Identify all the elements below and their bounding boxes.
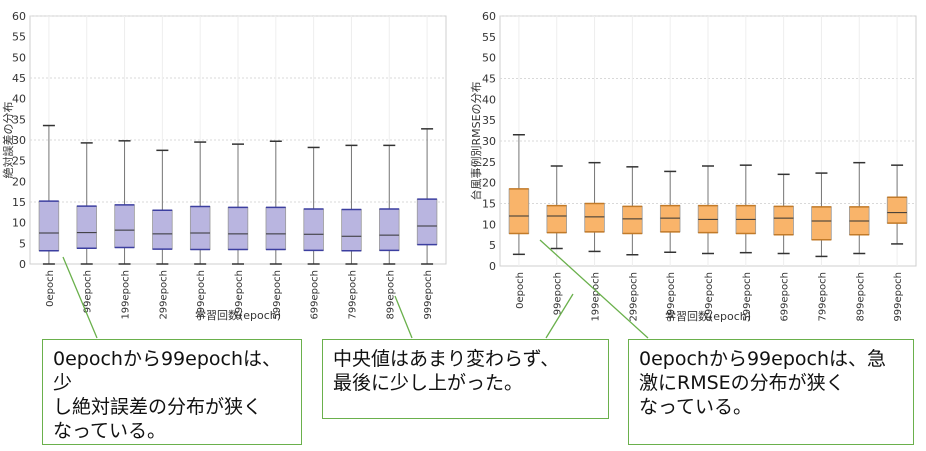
pointer-line-4 (539, 239, 649, 339)
x-tick-label: 599epoch (272, 270, 283, 320)
y-tick-label: 20 (482, 177, 496, 190)
x-tick-label: 299epoch (628, 272, 639, 322)
y-tick-label: 60 (482, 10, 496, 23)
x-axis-label: 学習回数(epoch) (665, 309, 751, 323)
x-tick-label: 299epoch (158, 270, 169, 320)
y-tick-label: 45 (482, 73, 496, 86)
y-tick-label: 5 (489, 239, 496, 252)
x-tick-label: 0epoch (45, 270, 56, 307)
y-tick-label: 30 (12, 134, 26, 147)
x-tick-label: 799epoch (817, 272, 828, 322)
x-tick-label: 999epoch (423, 270, 434, 320)
x-tick-label: 0epoch (515, 272, 526, 309)
x-tick-label: 599epoch (742, 272, 753, 322)
y-tick-label: 35 (12, 113, 26, 126)
x-axis-label: 学習回数(epoch) (195, 308, 281, 322)
callout-middle: 中央値はあまり変わらず、 最後に少し上がった。 (322, 339, 609, 419)
x-tick-label: 199epoch (121, 270, 132, 320)
y-tick-label: 40 (12, 93, 26, 106)
x-tick-label: 499epoch (234, 270, 245, 320)
y-tick-label: 55 (12, 31, 26, 44)
y-tick-label: 25 (482, 156, 496, 169)
y-tick-label: 5 (19, 237, 26, 250)
x-tick-label: 699epoch (310, 270, 321, 320)
y-tick-label: 45 (12, 72, 26, 85)
x-tick-label: 799epoch (347, 270, 358, 320)
y-tick-label: 10 (12, 217, 26, 230)
x-tick-label: 399epoch (196, 270, 207, 320)
x-tick-label: 899epoch (385, 270, 396, 320)
y-tick-label: 0 (19, 258, 26, 271)
y-tick-label: 55 (482, 31, 496, 44)
pointer-line-1 (62, 256, 98, 339)
y-tick-label: 15 (482, 198, 496, 211)
x-tick-label: 499epoch (704, 272, 715, 322)
y-tick-label: 40 (482, 93, 496, 106)
y-tick-label: 0 (489, 260, 496, 273)
x-tick-label: 699epoch (780, 272, 791, 322)
callout-right: 0epochから99epochは、急 激にRMSEの分布が狭く なっている。 (628, 339, 914, 445)
pointer-line-3 (545, 293, 574, 339)
y-tick-label: 20 (12, 175, 26, 188)
y-tick-label: 25 (12, 155, 26, 168)
x-tick-label: 399epoch (666, 272, 677, 322)
y-tick-label: 10 (482, 218, 496, 231)
pointer-line-2 (394, 295, 413, 339)
callout-left: 0epochから99epochは、少 し絶対誤差の分布が狭く なっている。 (42, 339, 302, 445)
y-tick-label: 15 (12, 196, 26, 209)
x-tick-label: 199epoch (591, 272, 602, 322)
y-tick-label: 50 (482, 52, 496, 65)
x-tick-label: 899epoch (855, 272, 866, 322)
x-tick-label: 999epoch (893, 272, 904, 322)
y-tick-label: 35 (482, 114, 496, 127)
y-tick-label: 60 (12, 10, 26, 23)
x-tick-label: 99epoch (553, 272, 564, 315)
y-tick-label: 50 (12, 51, 26, 64)
x-tick-label: 99epoch (83, 270, 94, 313)
y-axis-label: 台風事例別RMSEの分布 (469, 81, 483, 200)
y-axis-label: 絶対誤差の分布 (1, 102, 15, 179)
y-tick-label: 30 (482, 135, 496, 148)
